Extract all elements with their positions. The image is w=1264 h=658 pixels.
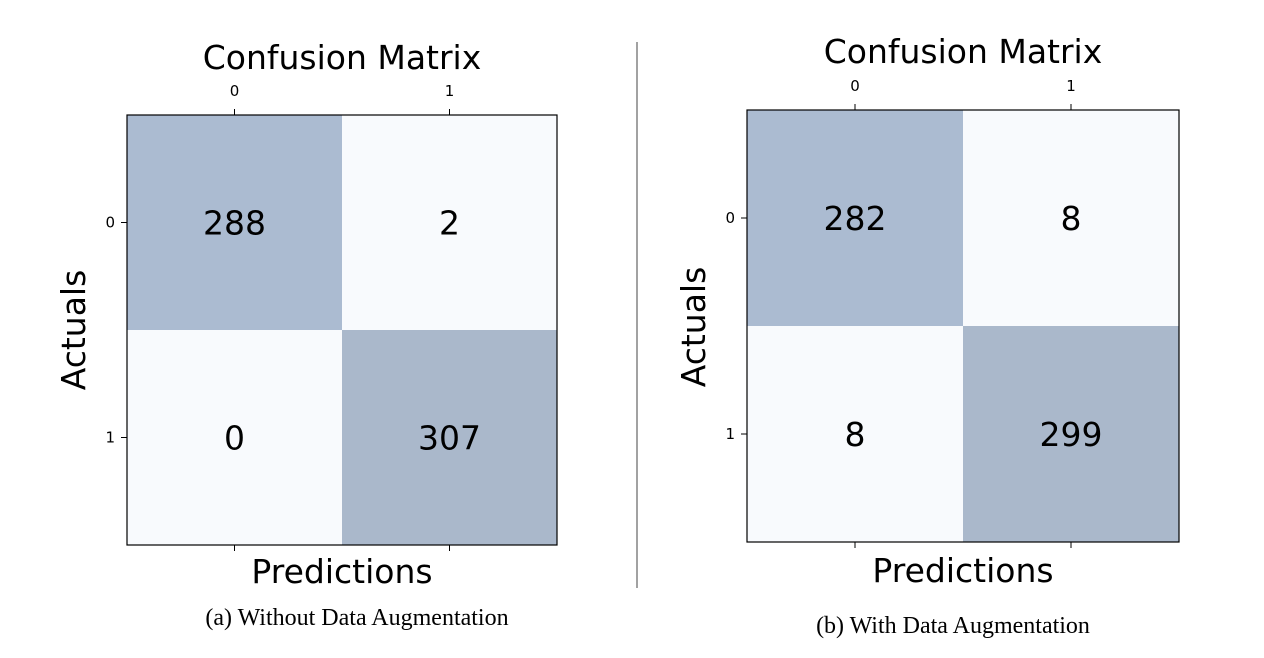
panel-a-title: Confusion Matrix [203,38,482,77]
panel-a-xlabel: Predictions [251,552,432,591]
panel-b-caption: (b) With Data Augmentation [816,613,1090,639]
panel-b-cell-value-0-0: 282 [824,199,887,238]
panel-a-frame [126,114,558,546]
panel-a-ytick-label-0: 0 [105,214,115,232]
panel-b-ytick-label-0: 0 [725,209,735,227]
panel-b-frame [746,109,1180,543]
panel-b-cell-0-1 [963,110,1179,326]
panel-a-ylabel: Actuals [54,270,93,391]
panel-b-cell-1-0 [747,326,963,542]
panel-b-cell-0-0 [747,110,963,326]
panel-a-matrix: 288 2 0 307 0 1 0 1 [105,82,558,551]
panel-b-cell-1-1 [963,326,1179,542]
panel-b-xtick-label-0: 0 [850,77,860,95]
panel-a-ytick-label-1: 1 [105,429,115,447]
panel-b-cell-value-1-1: 299 [1040,415,1103,454]
panel-a-cell-value-1-0: 0 [224,419,245,458]
panel-b-xtick-label-1: 1 [1066,77,1076,95]
panel-a-cell-1-0 [127,330,342,545]
panel-b: Confusion Matrix 282 8 8 299 0 1 0 1 Prediction… [674,32,1180,639]
panel-b-ytick-label-1: 1 [725,425,735,443]
panel-a-cell-0-1 [342,115,557,330]
panel-a-cell-0-0 [127,115,342,330]
panel-b-cell-value-0-1: 8 [1061,199,1082,238]
panel-a-cell-1-1 [342,330,557,545]
panel-b-title: Confusion Matrix [824,32,1103,71]
panel-b-ylabel: Actuals [674,267,713,388]
panel-a-cell-value-0-1: 2 [439,204,460,243]
panel-b-xlabel: Predictions [872,551,1053,590]
panel-b-cell-value-1-0: 8 [845,415,866,454]
panel-a-caption: (a) Without Data Augmentation [205,605,508,631]
panel-a-xtick-label-0: 0 [230,82,240,100]
panel-a-cell-value-0-0: 288 [203,204,266,243]
panel-a-xtick-label-1: 1 [445,82,455,100]
panel-a: Confusion Matrix 288 2 0 307 0 1 0 1 Prediction… [54,38,558,631]
panel-b-matrix: 282 8 8 299 0 1 0 1 [725,77,1180,548]
panel-a-cell-value-1-1: 307 [418,419,481,458]
